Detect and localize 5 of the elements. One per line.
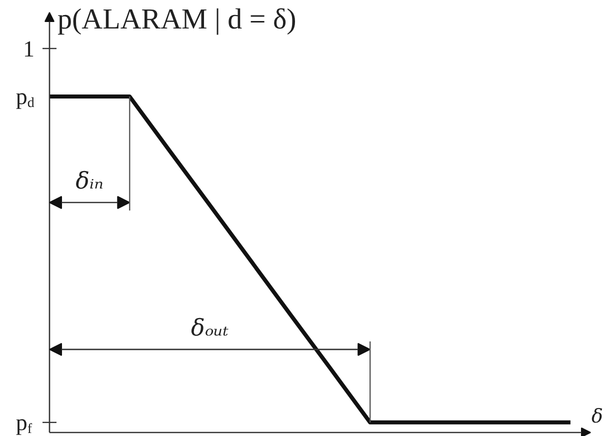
annotation: δᵢₙ bbox=[76, 168, 104, 194]
y-axis-title: p(ALARAM | d = δ) bbox=[58, 4, 296, 36]
annotation: δₒᵤₜ bbox=[191, 315, 229, 342]
x-axis-title: δ bbox=[592, 406, 603, 428]
text: 1 bbox=[23, 36, 34, 62]
